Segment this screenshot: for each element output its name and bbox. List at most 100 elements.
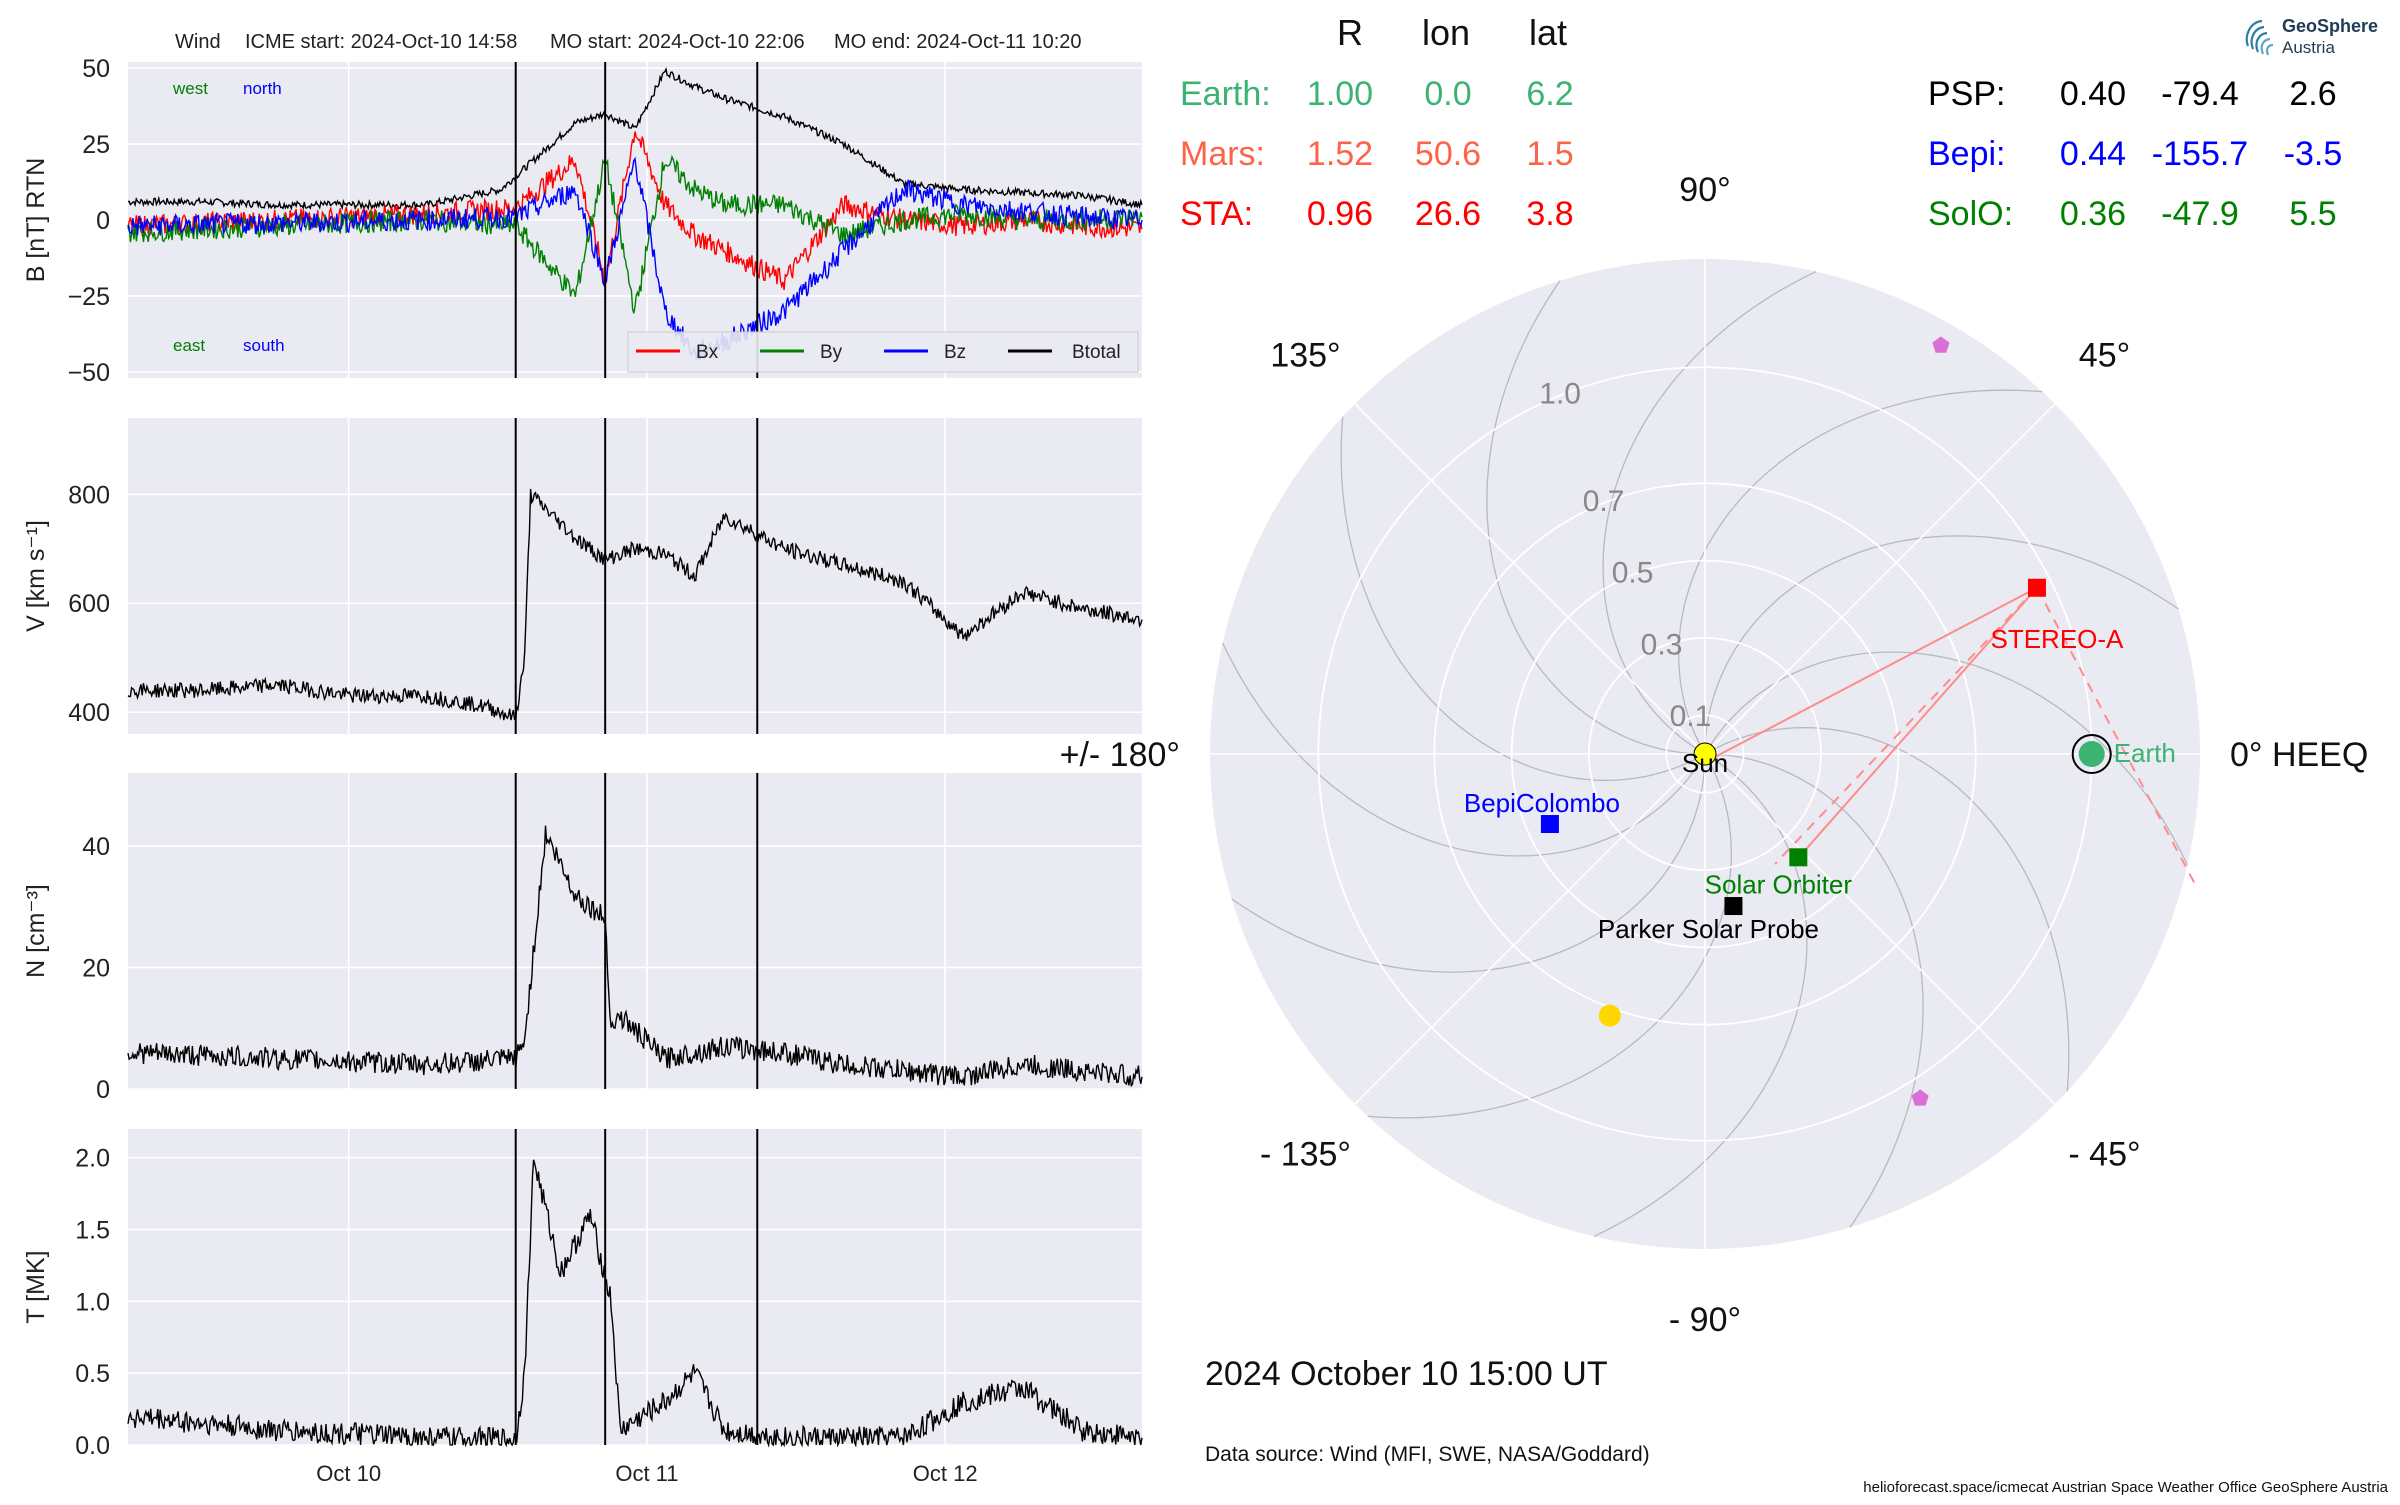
table-cell-lon: 26.6 [1415, 195, 1481, 233]
mo-start-label: MO start: 2024-Oct-10 22:06 [550, 31, 805, 53]
table-cell-lon: -79.4 [2161, 75, 2239, 113]
table-cell-r: 0.44 [2060, 135, 2126, 173]
planet-marker [1598, 1004, 1621, 1027]
table-cell-lat: 5.5 [2289, 195, 2336, 233]
panel-speed: 800 600 400 V [km s⁻¹] [22, 418, 1143, 734]
y-axis-label: T [MK] [22, 1250, 50, 1323]
legend-entry-btotal: Btotal [1072, 342, 1121, 363]
radial-tick-label: 0.7 [1583, 485, 1625, 518]
table-cell-lat: 1.5 [1526, 135, 1573, 173]
east-label: east [173, 336, 205, 355]
legend-box [627, 331, 1139, 373]
y-tick-label: 0.0 [75, 1432, 110, 1460]
body-label: Sun [1682, 748, 1728, 778]
parker-spiral-line [1678, 389, 2043, 755]
x-tick-label: Oct 12 [913, 1461, 978, 1486]
radial-tick-label: 0.3 [1641, 628, 1683, 661]
table-header-lat: lat [1529, 12, 1567, 53]
body-label: BepiColombo [1464, 788, 1620, 818]
y-tick-label: 25 [82, 131, 110, 159]
earth-ring [2071, 734, 2112, 774]
table-cell-lon: -155.7 [2152, 135, 2248, 173]
parker-spiral-line [1704, 651, 2188, 866]
angle-label: +/- 180° [1060, 736, 1180, 774]
body-parker-solar-probe: Parker Solar Probe [1598, 897, 1819, 944]
series-line-v [127, 488, 1143, 722]
series-line-by [127, 154, 1143, 314]
table-cell-r: 0.40 [2060, 75, 2126, 113]
y-tick-label: −25 [68, 283, 110, 311]
body-bepicolombo: BepiColombo [1464, 788, 1620, 834]
spacecraft-name: Wind [175, 31, 221, 53]
panel-magnetic-field: 50 25 0 −25 −50 B [nT] RTN west north east south B… [22, 55, 1143, 387]
parker-spiral-line [1593, 753, 1808, 1237]
y-tick-label: 0.5 [75, 1360, 110, 1388]
series-line-bz [127, 156, 1143, 362]
north-label: north [243, 79, 282, 98]
geosphere-swirl-icon [2245, 19, 2274, 56]
y-tick-label: 0 [96, 1076, 110, 1104]
radial-gridline [1510, 559, 1900, 949]
sta-dashed-line [1774, 587, 2038, 865]
y-axis-label: V [km s⁻¹] [22, 520, 50, 632]
parker-spiral-line [1704, 727, 2070, 1092]
radial-tick-label: 0.5 [1612, 557, 1654, 590]
logo-subtitle: Austria [2282, 38, 2335, 57]
sta-solo-line [1801, 587, 2038, 854]
radial-gridline [1433, 482, 1977, 1026]
y-tick-label: 50 [82, 55, 110, 83]
angle-label: - 90° [1669, 1301, 1741, 1339]
angle-label: 135° [1270, 336, 1340, 374]
y-axis-label: N [cm⁻³] [22, 884, 50, 978]
y-tick-label: 800 [68, 481, 110, 509]
body-label: Parker Solar Probe [1598, 914, 1819, 944]
y-tick-label: −50 [68, 359, 110, 387]
series-line-n [127, 825, 1143, 1088]
angular-gridline [1704, 753, 2056, 1105]
body-sun: Sun [1682, 742, 1728, 778]
parker-spiral-line [1231, 753, 1706, 973]
table-cell-lat: 2.6 [2289, 75, 2336, 113]
radial-gridline [1588, 637, 1822, 871]
table-cell-r: 1.00 [1307, 75, 1373, 113]
y-tick-label: 400 [68, 699, 110, 727]
radial-tick-label: 0.1 [1670, 700, 1712, 733]
table-cell-lon: 0.0 [1424, 75, 1471, 113]
angular-gridline [1704, 403, 2056, 755]
legend: Bx By Bz Btotal [627, 331, 1139, 373]
table-row-name: SolO: [1928, 195, 2013, 233]
spacecraft-marker [1540, 815, 1559, 834]
y-axis-label: B [nT] RTN [22, 158, 50, 283]
polar-position-plot: 0.1 0.3 0.5 0.7 1.0 0° HEEQ 45° 90° 135° +/- 180°… [1060, 171, 2369, 1339]
panel-background [128, 773, 1142, 1089]
parker-spiral-line [1602, 271, 1817, 755]
sta-dashed-line [2036, 587, 2196, 885]
x-tick-label: Oct 11 [615, 1461, 678, 1486]
body-earth: Earth [2071, 734, 2176, 774]
table-cell-r: 1.52 [1307, 135, 1373, 173]
panel-temperature: 2.0 1.5 1.0 0.5 0.0 T [MK] Oct 10 Oct 11 Oct 12 [22, 1129, 1143, 1486]
table-cell-lat: 6.2 [1526, 75, 1573, 113]
parker-spiral-line [1222, 642, 1706, 857]
table-cell-lat: 3.8 [1526, 195, 1573, 233]
south-label: south [243, 336, 285, 355]
panel-background [128, 418, 1142, 734]
table-cell-r: 0.96 [1307, 195, 1373, 233]
table-header-r: R [1337, 12, 1363, 53]
legend-entry-bx: Bx [696, 342, 719, 363]
table-header-lon: lon [1422, 12, 1470, 53]
parker-spiral-line [1704, 753, 1924, 1228]
table-row-name: Mars: [1180, 135, 1265, 173]
table-cell-lat: -3.5 [2284, 135, 2343, 173]
y-tick-label: 1.0 [75, 1288, 110, 1316]
panel-background [128, 1129, 1142, 1445]
spacecraft-marker [1724, 897, 1743, 916]
table-row-name: Bepi: [1928, 135, 2006, 173]
geosphere-logo: GeoSphere Austria [2242, 14, 2392, 62]
table-cell-r: 0.36 [2060, 195, 2126, 233]
radial-gridline [1665, 714, 1745, 794]
credits-label: helioforecast.space/icmecat Austrian Spa… [1863, 1479, 2388, 1496]
table-row-name: STA: [1180, 195, 1253, 233]
body-solar-orbiter: Solar Orbiter [1705, 848, 1852, 899]
planet-marker [1911, 1089, 1929, 1106]
